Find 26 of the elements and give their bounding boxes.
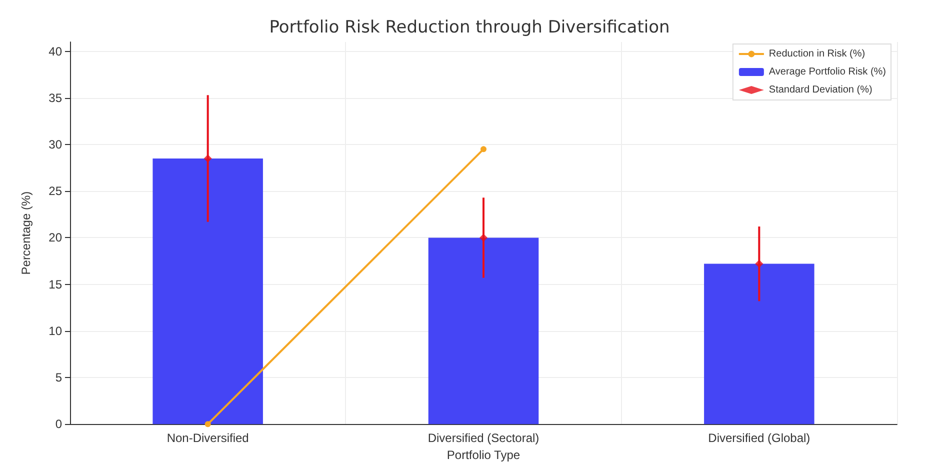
- legend-label: Standard Deviation (%): [768, 84, 872, 96]
- point: [480, 234, 488, 242]
- y-tick-label: 0: [55, 417, 62, 432]
- bar: [428, 238, 539, 424]
- legend-label: Reduction in Risk (%): [768, 48, 866, 60]
- y-tick-label: 20: [48, 230, 62, 245]
- point: [480, 146, 486, 152]
- x-tick-label: Diversified (Sectoral): [428, 431, 540, 446]
- chart-title: Portfolio Risk Reduction through Diversification: [269, 18, 670, 38]
- point: [204, 421, 211, 428]
- y-tick-label: 40: [48, 44, 62, 58]
- x-tick-label: Diversified (Global): [708, 431, 810, 446]
- y-tick-label: 35: [48, 90, 62, 105]
- y-tick-label: 30: [48, 138, 62, 152]
- x-axis-title: Portfolio Type: [446, 448, 520, 462]
- bar: [152, 158, 263, 424]
- y-tick-label: 25: [48, 184, 62, 198]
- bar: [704, 264, 814, 424]
- x-tick-label: Non-Diversified: [166, 431, 249, 446]
- point: [755, 260, 764, 268]
- legend-label: Average Portfolio Risk (%): [768, 66, 886, 78]
- y-tick-label: 5: [55, 370, 62, 384]
- point: [204, 154, 212, 162]
- y-axis-title: Percentage (%): [19, 191, 33, 275]
- y-tick-label: 15: [48, 277, 62, 292]
- y-tick-label: 10: [48, 324, 62, 338]
